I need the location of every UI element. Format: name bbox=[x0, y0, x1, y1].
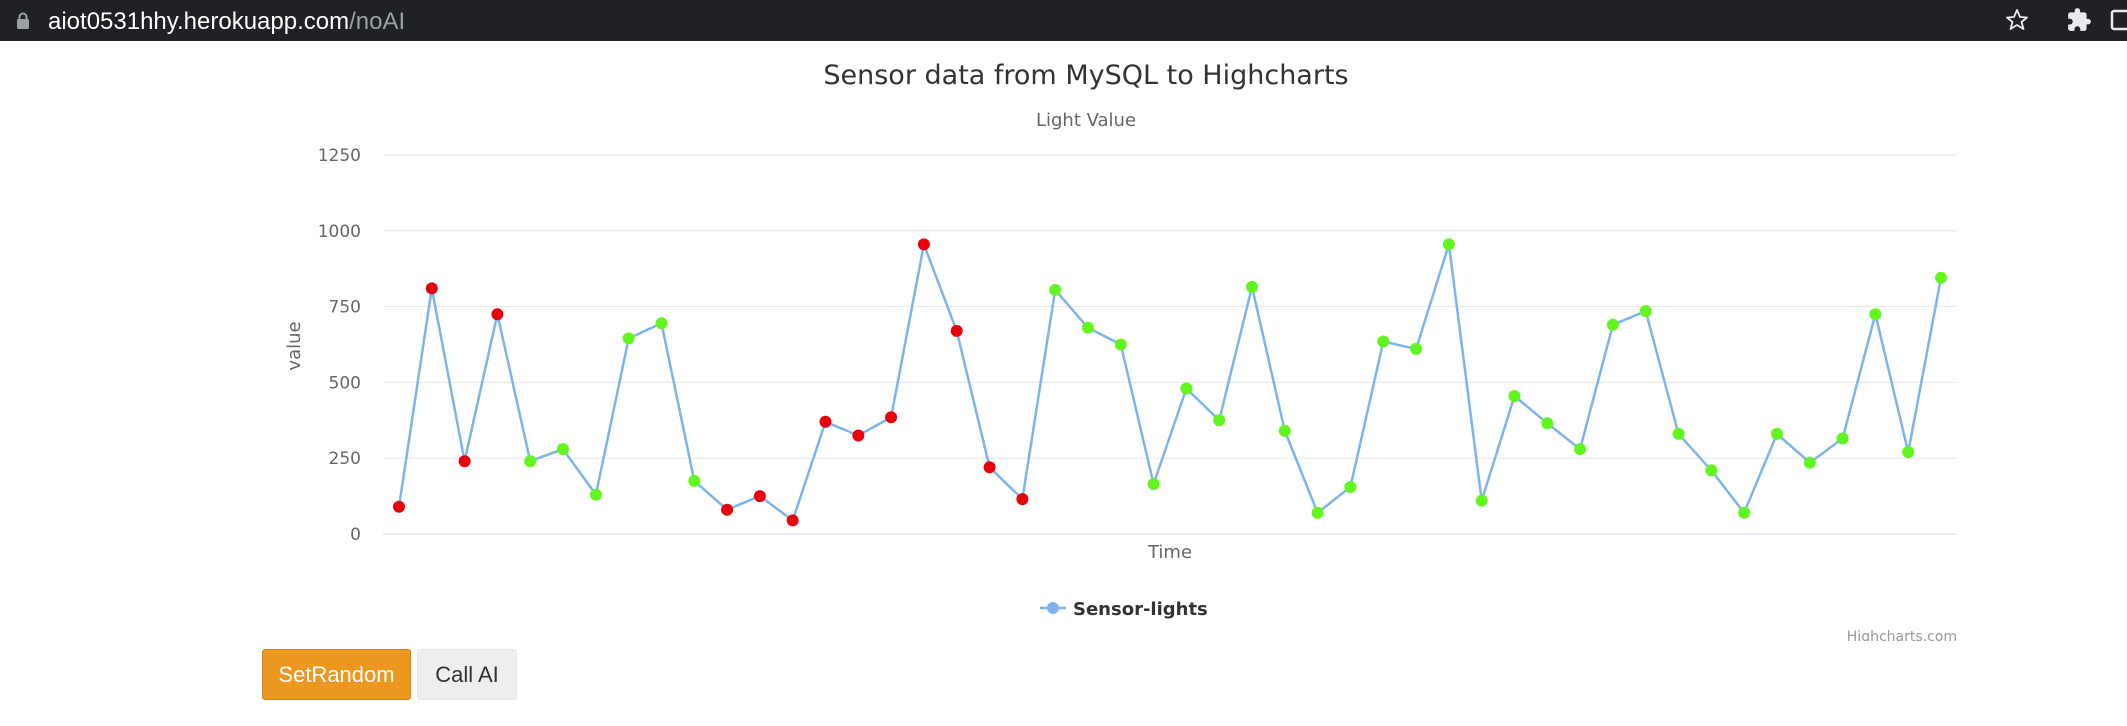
data-point[interactable] bbox=[1278, 424, 1291, 437]
data-point[interactable] bbox=[786, 514, 799, 527]
data-point[interactable] bbox=[1574, 443, 1587, 456]
data-point[interactable] bbox=[425, 282, 438, 295]
y-tick-label: 750 bbox=[329, 298, 361, 318]
data-point[interactable] bbox=[1344, 481, 1357, 493]
data-point[interactable] bbox=[622, 332, 635, 345]
data-point[interactable] bbox=[1639, 305, 1652, 318]
data-point[interactable] bbox=[852, 429, 865, 442]
y-axis-ticks: 0 250 500 750 1000 1250 bbox=[318, 146, 361, 545]
data-point[interactable] bbox=[1869, 308, 1882, 321]
data-point[interactable] bbox=[950, 324, 963, 337]
data-point[interactable] bbox=[1836, 432, 1849, 445]
star-icon[interactable] bbox=[2005, 8, 2029, 32]
series-line bbox=[397, 243, 1943, 522]
data-point[interactable] bbox=[1114, 338, 1127, 351]
set-random-button[interactable]: SetRandom bbox=[262, 649, 411, 700]
data-point[interactable] bbox=[655, 317, 668, 330]
data-point[interactable] bbox=[1049, 283, 1062, 296]
browser-toolbar: aiot0531hhy.herokuapp.com/noAI bbox=[0, 0, 2127, 41]
data-point[interactable] bbox=[1180, 382, 1193, 395]
grid-lines bbox=[383, 154, 1957, 459]
data-point[interactable] bbox=[885, 411, 898, 424]
data-point[interactable] bbox=[753, 490, 766, 503]
address-bar[interactable]: aiot0531hhy.herokuapp.com/noAI bbox=[48, 8, 405, 36]
x-axis-title: Time bbox=[1147, 542, 1192, 563]
y-tick-label: 0 bbox=[350, 525, 361, 545]
data-point[interactable] bbox=[1475, 494, 1488, 507]
y-tick-label: 500 bbox=[329, 373, 361, 393]
chart-subtitle: Light Value bbox=[1036, 110, 1136, 131]
data-point[interactable] bbox=[1246, 280, 1258, 293]
data-point[interactable] bbox=[983, 461, 996, 474]
data-point[interactable] bbox=[1541, 417, 1554, 430]
data-point[interactable] bbox=[1410, 343, 1423, 355]
y-tick-label: 250 bbox=[329, 449, 361, 469]
data-point[interactable] bbox=[1147, 478, 1160, 490]
data-point[interactable] bbox=[491, 308, 504, 321]
call-ai-button[interactable]: Call AI bbox=[417, 649, 517, 700]
puzzle-icon[interactable] bbox=[2066, 7, 2092, 33]
data-point[interactable] bbox=[1935, 271, 1947, 284]
chart-credits[interactable]: Highcharts.com bbox=[1847, 629, 1957, 641]
data-point[interactable] bbox=[589, 488, 602, 501]
highcharts-chart: Sensor data from MySQL to Highcharts Lig… bbox=[284, 60, 1957, 641]
chart-title: Sensor data from MySQL to Highcharts bbox=[823, 60, 1348, 91]
legend-item-label[interactable]: Sensor-lights bbox=[1073, 599, 1208, 620]
data-point[interactable] bbox=[1213, 414, 1226, 427]
y-tick-label: 1250 bbox=[318, 146, 361, 166]
url-host: aiot0531hhy.herokuapp.com bbox=[48, 8, 350, 35]
data-point[interactable] bbox=[1311, 506, 1324, 519]
data-point[interactable] bbox=[1672, 427, 1685, 440]
data-point[interactable] bbox=[458, 455, 471, 468]
data-point[interactable] bbox=[557, 443, 569, 456]
data-point[interactable] bbox=[1082, 321, 1094, 334]
data-point[interactable] bbox=[1508, 390, 1521, 402]
data-point[interactable] bbox=[721, 503, 734, 516]
legend-symbol-marker bbox=[1047, 602, 1059, 614]
data-point[interactable] bbox=[1803, 456, 1816, 469]
series-points bbox=[393, 238, 1947, 527]
y-axis-title: value bbox=[284, 321, 305, 370]
data-point[interactable] bbox=[393, 500, 405, 513]
url-path: /noAI bbox=[349, 8, 406, 35]
data-point[interactable] bbox=[1902, 446, 1915, 459]
data-point[interactable] bbox=[819, 415, 832, 428]
data-point[interactable] bbox=[1771, 427, 1783, 440]
data-point[interactable] bbox=[1377, 335, 1390, 348]
data-point[interactable] bbox=[1606, 318, 1619, 331]
window-icon[interactable] bbox=[2110, 9, 2127, 31]
data-point[interactable] bbox=[917, 238, 930, 251]
lock-icon bbox=[17, 12, 29, 29]
data-point[interactable] bbox=[1705, 464, 1718, 477]
y-tick-label: 1000 bbox=[318, 222, 361, 242]
data-point[interactable] bbox=[524, 455, 537, 468]
data-point[interactable] bbox=[1738, 506, 1751, 519]
data-point[interactable] bbox=[688, 474, 701, 487]
data-point[interactable] bbox=[1442, 238, 1455, 251]
data-point[interactable] bbox=[1016, 493, 1029, 506]
legend[interactable]: Sensor-lights bbox=[1040, 599, 1208, 620]
